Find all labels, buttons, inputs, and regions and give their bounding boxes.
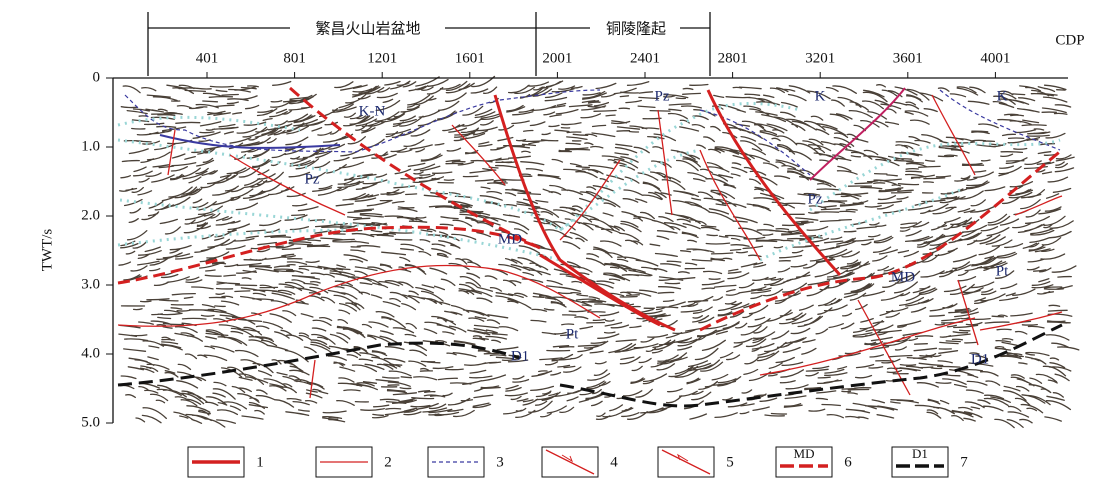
region-label: 铜陵隆起	[606, 20, 666, 38]
annotation: K	[815, 88, 826, 104]
x-tick-label: 2001	[542, 50, 572, 66]
annotation: D1	[511, 348, 529, 364]
legend-item: 3	[427, 446, 504, 478]
x-tick-label: 1201	[367, 50, 397, 66]
legend-item: 4	[541, 446, 618, 478]
x-tick-label: 3201	[805, 50, 835, 66]
annotation: Pz	[305, 171, 320, 187]
annotation: Pt	[566, 326, 579, 342]
legend-sample	[545, 449, 595, 475]
x-tick-label: 801	[283, 50, 306, 66]
legend-item: 2	[315, 446, 392, 478]
legend-label: 1	[256, 454, 264, 470]
annotation: Pz	[808, 191, 823, 207]
x-tick-label: 1601	[455, 50, 485, 66]
y-axis-label: TWT/s	[39, 229, 55, 272]
legend-item: 5	[657, 446, 734, 478]
annotation: MD	[891, 269, 915, 285]
legend: 1 2 3 4 5 MD 6 D1 7	[187, 446, 968, 478]
x-tick-label: 3601	[893, 50, 923, 66]
legend-label: 2	[384, 454, 392, 470]
legend-label: 6	[844, 454, 852, 470]
x-tick-label: 401	[196, 50, 219, 66]
annotation: K	[997, 88, 1008, 104]
interpretation	[117, 86, 1063, 408]
y-tick-label: 0	[93, 69, 101, 85]
y-tick-label: 3.0	[81, 276, 100, 292]
x-tick-label: 2401	[630, 50, 660, 66]
region-bracket	[147, 12, 711, 76]
y-tick-label: 1.0	[81, 138, 100, 154]
y-tick-label: 5.0	[81, 414, 100, 430]
legend-label: 5	[726, 454, 734, 470]
region-label: 繁昌火山岩盆地	[315, 20, 420, 38]
section-frame	[112, 77, 1068, 423]
legend-item: MD 6	[775, 446, 852, 478]
y-tick-label: 2.0	[81, 207, 100, 223]
legend-item: D1 7	[891, 446, 968, 478]
annotation: Pz	[655, 88, 670, 104]
x-tick-label: 2801	[718, 50, 748, 66]
legend-sample-text: D1	[912, 446, 928, 461]
annotation: Pt	[996, 263, 1009, 279]
legend-sample	[661, 449, 711, 475]
y-tick-label: 4.0	[81, 345, 100, 361]
legend-label: 3	[496, 454, 504, 470]
legend-item: 1	[187, 446, 264, 478]
annotations: K-N Pz MD Pt D1 Pz K K Pz MD Pt D1	[305, 88, 1010, 367]
annotation: MD	[498, 231, 522, 247]
legend-box	[891, 446, 949, 478]
legend-sample-text: MD	[794, 446, 815, 461]
x-axis-label: CDP	[1055, 32, 1084, 48]
legend-label: 4	[610, 454, 618, 470]
legend-sample	[561, 454, 574, 463]
axis-ticks: 401 801 1201 1601 2001 2401 2801 3201 3601 4001 0 1…	[81, 50, 1010, 430]
annotation: D1	[971, 351, 989, 367]
annotation: K-N	[359, 103, 386, 119]
legend-box	[775, 446, 833, 478]
x-tick-label: 4001	[980, 50, 1010, 66]
legend-sample	[676, 453, 689, 462]
legend-label: 7	[960, 454, 968, 470]
